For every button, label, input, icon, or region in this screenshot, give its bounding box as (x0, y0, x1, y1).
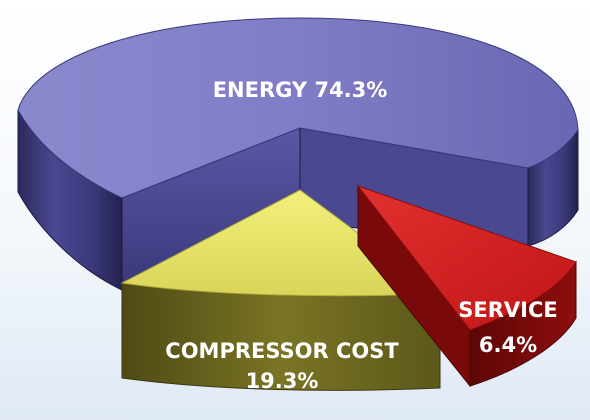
pie-slice-energy (17, 17, 579, 291)
compressor-percent: 19.3% (246, 369, 319, 393)
service-slice-top (356, 184, 577, 331)
energy-slice-top (17, 17, 579, 199)
pie-slice-service (356, 184, 577, 388)
energy-label: ENERGY 74.3% (213, 78, 388, 102)
pie-slice-compressor (120, 189, 442, 391)
compressor-label: COMPRESSOR COST (165, 339, 399, 363)
service-percent: 6.4% (479, 333, 537, 357)
service-label: SERVICE (458, 298, 557, 322)
